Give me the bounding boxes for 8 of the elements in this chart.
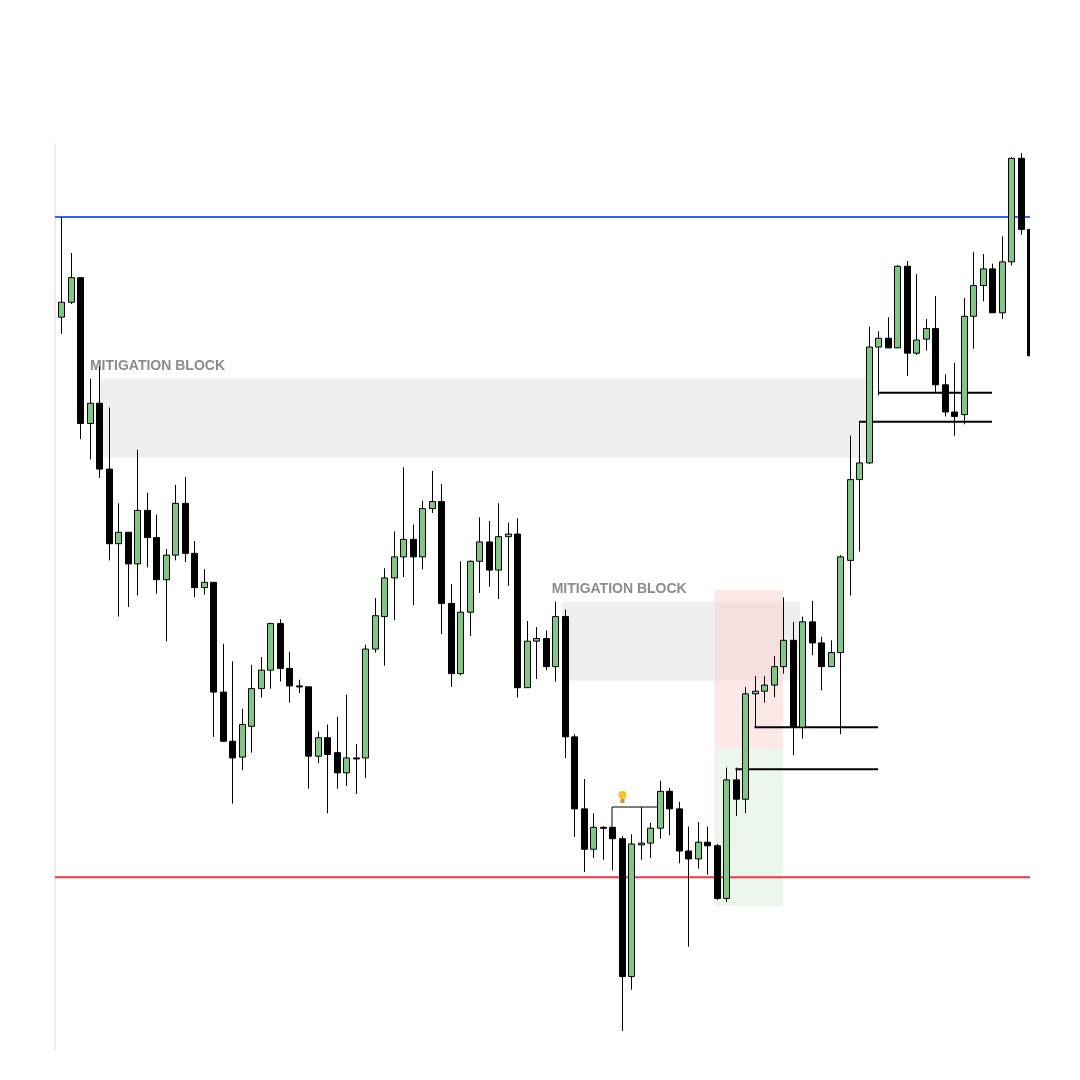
candlestick [476,516,483,594]
candlestick [923,318,930,352]
band-label: MITIGATION BLOCK [89,356,226,373]
band-label: MITIGATION BLOCK [551,579,687,596]
candlestick [315,731,322,764]
candlestick [533,626,540,680]
candlestick [324,724,331,814]
candlestick [771,655,778,698]
